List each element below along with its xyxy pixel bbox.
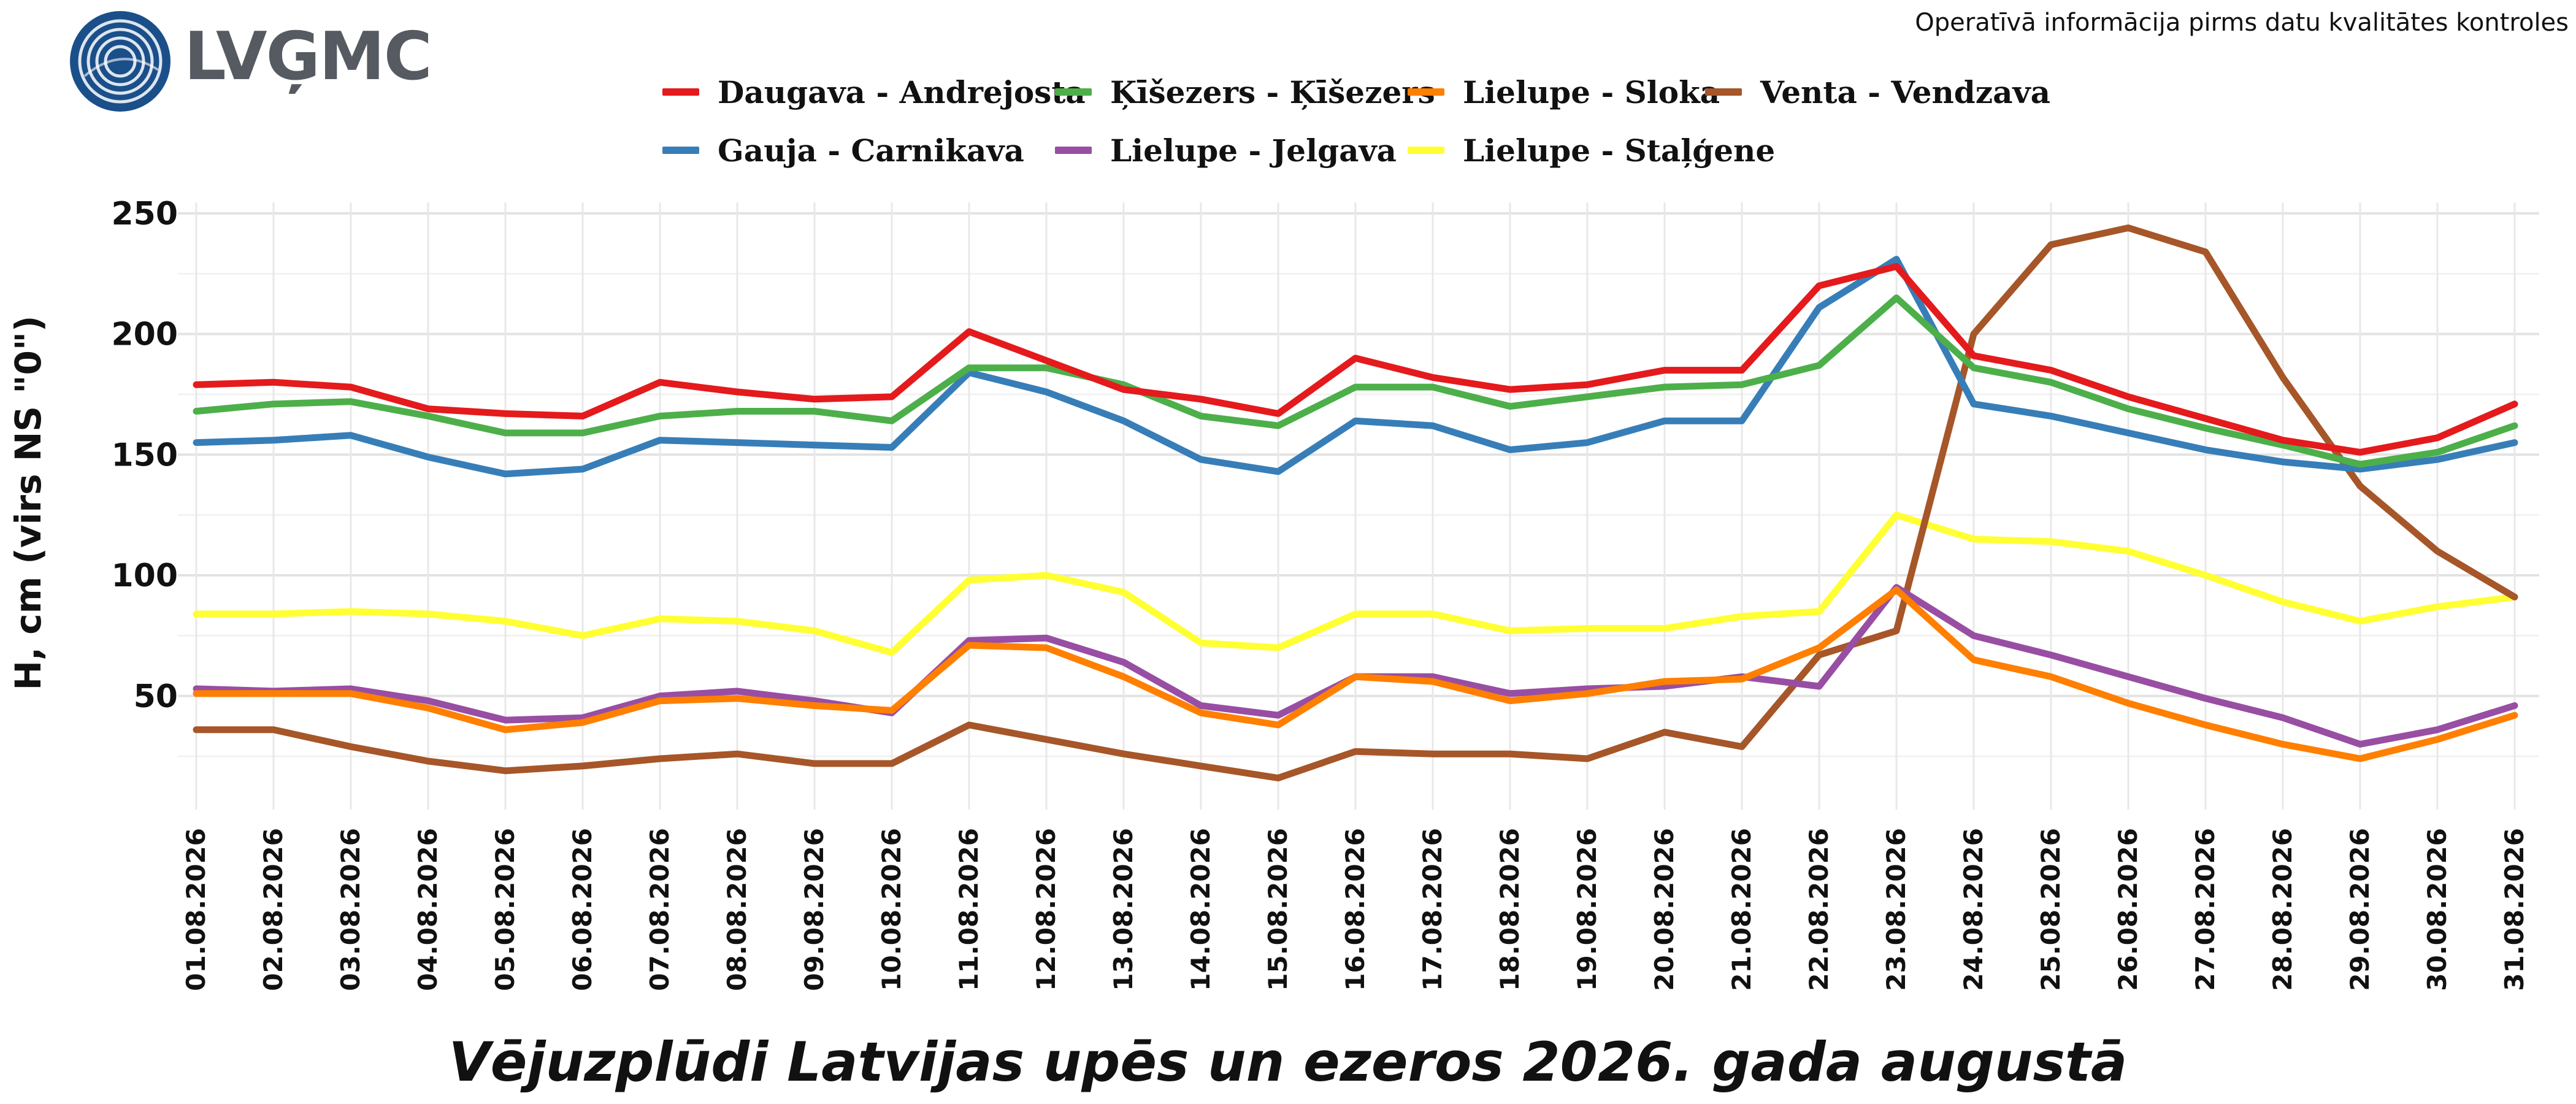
x-tick-label: 05.08.2026 — [490, 828, 520, 991]
y-tick-label: 250 — [111, 196, 178, 232]
y-tick-label: 150 — [111, 437, 178, 473]
legend-label: Lielupe - Staļģene — [1463, 132, 1776, 169]
legend-label: Ķīšezers - Ķīšezers — [1110, 74, 1435, 110]
legend-label: Lielupe - Jelgava — [1110, 132, 1397, 169]
chart-title: Vējuzplūdi Latvijas upēs un ezeros 2026.… — [448, 1030, 2128, 1094]
legend-item-kisezers: Ķīšezers - Ķīšezers — [1055, 67, 1435, 117]
y-tick-label: 200 — [111, 316, 178, 353]
x-tick-label: 03.08.2026 — [335, 828, 366, 991]
x-tick-label: 13.08.2026 — [1108, 828, 1138, 991]
x-tick-label: 24.08.2026 — [1958, 828, 1988, 991]
chart-legend: Daugava - Andrejosta Ķīšezers - Ķīšezers… — [662, 67, 2134, 178]
lvgmc-logo — [66, 9, 410, 119]
legend-swatch — [662, 147, 699, 154]
x-tick-label: 09.08.2026 — [799, 828, 829, 991]
x-tick-label: 20.08.2026 — [1649, 828, 1679, 991]
x-tick-label: 16.08.2026 — [1340, 828, 1370, 991]
x-tick-label: 12.08.2026 — [1031, 828, 1061, 991]
legend-item-venta-vendzava: Venta - Vendzava — [1705, 67, 2050, 117]
x-tick-label: 02.08.2026 — [258, 828, 288, 991]
x-tick-label: 07.08.2026 — [645, 828, 675, 991]
series-line-lielupe-sloka — [193, 586, 2518, 762]
x-tick-label: 11.08.2026 — [954, 828, 984, 991]
x-tick-label: 17.08.2026 — [1417, 828, 1447, 991]
legend-label: Venta - Vendzava — [1760, 74, 2050, 110]
x-tick-label: 01.08.2026 — [181, 828, 211, 991]
x-tick-label: 14.08.2026 — [1186, 828, 1216, 991]
x-tick-label: 30.08.2026 — [2422, 828, 2452, 991]
x-tick-label: 28.08.2026 — [2267, 828, 2298, 991]
legend-swatch — [662, 88, 699, 96]
series-line-gauja-carnikava — [193, 256, 2518, 478]
x-tick-label: 15.08.2026 — [1263, 828, 1293, 991]
legend-swatch — [1055, 147, 1092, 154]
y-tick-label: 100 — [111, 558, 178, 594]
legend-item-gauja-carnikava: Gauja - Carnikava — [662, 126, 1024, 175]
legend-swatch — [1408, 88, 1444, 96]
x-axis: 01.08.2026 02.08.2026 03.08.2026 04.08.2026… — [181, 828, 2529, 991]
x-tick-label: 29.08.2026 — [2345, 828, 2375, 991]
legend-label: Daugava - Andrejosta — [718, 74, 1086, 110]
x-tick-label: 19.08.2026 — [1572, 828, 1602, 991]
line-chart: 50 100 150 200 250 01.08.2026 02.08.2026 03.08… — [7, 196, 2539, 991]
legend-swatch — [1408, 147, 1444, 154]
x-tick-label: 22.08.2026 — [1804, 828, 1834, 991]
x-tick-label: 06.08.2026 — [567, 828, 597, 991]
x-tick-label: 18.08.2026 — [1495, 828, 1525, 991]
x-tick-label: 08.08.2026 — [722, 828, 752, 991]
header-subtitle: Operatīvā informācija pirms datu kvalitā… — [1915, 9, 2569, 37]
x-tick-label: 23.08.2026 — [1881, 828, 1911, 991]
x-tick-label: 27.08.2026 — [2190, 828, 2220, 991]
logo-text: LVĢMC — [184, 18, 432, 95]
chart-series — [193, 224, 2518, 781]
legend-label: Gauja - Carnikava — [718, 132, 1024, 169]
legend-item-daugava-andrejosta: Daugava - Andrejosta — [662, 67, 1086, 117]
y-axis-label: H, cm (virs NS "0") — [7, 315, 49, 690]
legend-label: Lielupe - Sloka — [1463, 74, 1720, 110]
x-tick-label: 21.08.2026 — [1727, 828, 1757, 991]
series-line-daugava-andrejosta — [193, 263, 2518, 456]
legend-item-lielupe-sloka: Lielupe - Sloka — [1408, 67, 1720, 117]
lvgmc-emblem-icon — [70, 11, 171, 112]
series-line-lielupe-sta-ene — [193, 512, 2518, 656]
legend-item-lielupe-stalgene: Lielupe - Staļģene — [1408, 126, 1775, 175]
y-axis: 50 100 150 200 250 — [111, 196, 178, 715]
legend-swatch — [1055, 88, 1092, 96]
x-tick-label: 10.08.2026 — [876, 828, 907, 991]
legend-swatch — [1705, 88, 1742, 96]
x-tick-label: 25.08.2026 — [2036, 828, 2066, 991]
series-line-venta-vendzava — [193, 224, 2518, 781]
x-tick-label: 31.08.2026 — [2499, 828, 2529, 991]
x-tick-label: 04.08.2026 — [413, 828, 443, 991]
x-tick-label: 26.08.2026 — [2113, 828, 2143, 991]
series-line--ezers-ezers — [193, 294, 2518, 468]
legend-item-lielupe-jelgava: Lielupe - Jelgava — [1055, 126, 1397, 175]
y-tick-label: 50 — [134, 678, 178, 715]
